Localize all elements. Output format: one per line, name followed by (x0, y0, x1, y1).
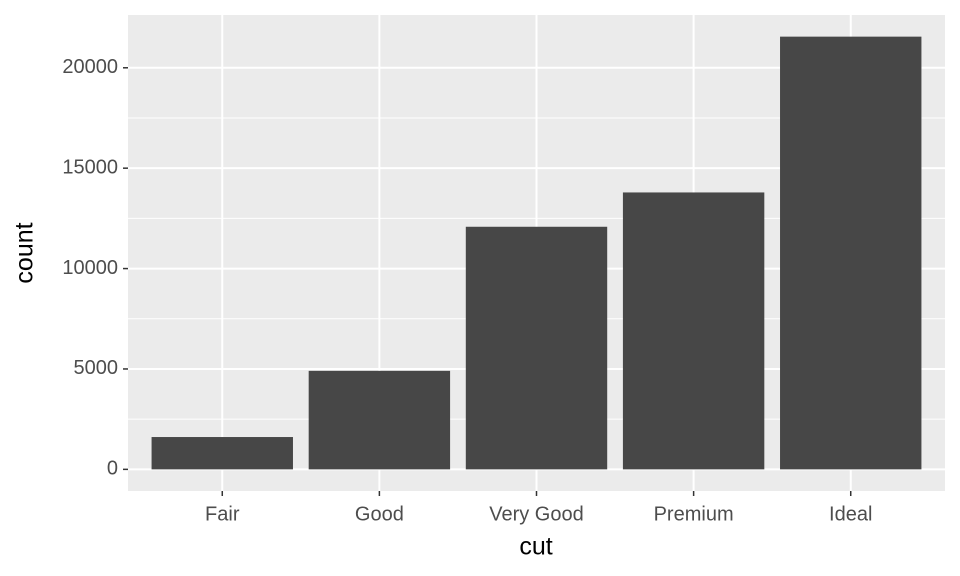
y-tick-label: 5000 (74, 357, 119, 379)
x-tick-label: Fair (205, 503, 240, 525)
x-tick-label: Premium (654, 503, 734, 525)
x-tick-label: Good (355, 503, 404, 525)
y-tick-label: 20000 (62, 56, 118, 78)
bar (308, 370, 451, 470)
x-tick-label: Ideal (829, 503, 872, 525)
y-tick-label: 0 (107, 458, 118, 480)
bar (780, 36, 922, 470)
x-tick-label: Very Good (489, 503, 584, 525)
y-tick-label: 15000 (62, 156, 118, 178)
y-axis-title: count (11, 222, 39, 283)
bar (465, 226, 608, 470)
bar (151, 437, 293, 470)
y-tick-label: 10000 (62, 257, 118, 279)
x-axis-title: cut (519, 533, 552, 561)
bar (622, 192, 765, 470)
